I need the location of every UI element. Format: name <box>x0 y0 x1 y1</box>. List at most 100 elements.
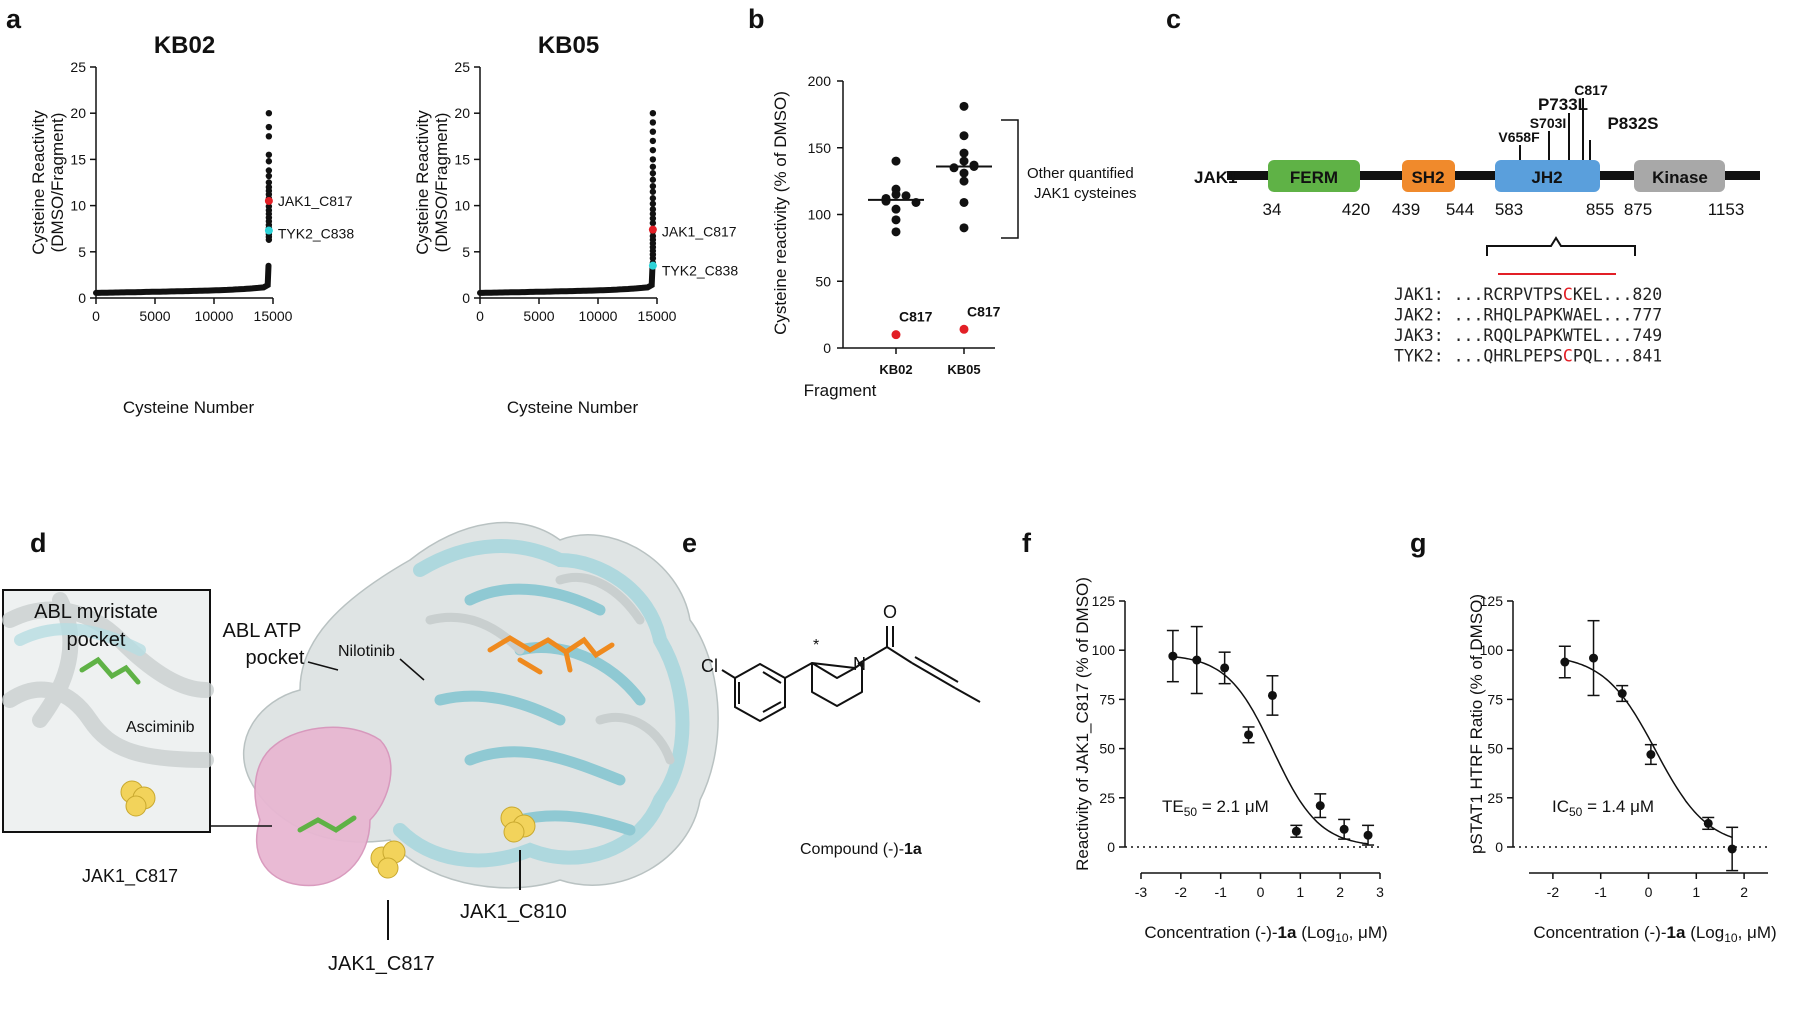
x-tick-label: 15000 <box>254 308 293 324</box>
cysteine-point <box>649 255 657 262</box>
domain-jh2-label: JH2 <box>1531 168 1562 187</box>
x-tick-label: 0 <box>1257 884 1265 900</box>
x-axis-label-part: Concentration (-)- <box>1144 923 1277 942</box>
compound-caption: Compound (-)-1a <box>800 841 922 858</box>
alignment-cysteine: C <box>1563 285 1573 304</box>
data-point <box>1267 690 1277 700</box>
y-tick-label: 25 <box>1099 790 1115 806</box>
cysteine-point <box>649 119 657 126</box>
label-asciminib: Asciminib <box>126 719 195 736</box>
c817-label: C817 <box>899 309 933 325</box>
mutation-c817: C817 <box>1574 82 1608 98</box>
domain-kinase <box>1634 160 1725 192</box>
label-abl-myristate-pocket: pocket <box>67 629 126 651</box>
y-tick-label: 75 <box>1487 691 1503 707</box>
x-axis-label-part: (Log <box>1685 923 1724 942</box>
position-1153: 1153 <box>1708 200 1745 219</box>
y-tick-label: 0 <box>823 340 831 356</box>
fragment-point <box>881 196 891 206</box>
alignment-row: JAK3: ...RQQLPAPKWTEL...749 <box>1394 326 1662 345</box>
cysteine-point <box>649 128 657 135</box>
label-abl-myristate: ABL myristate <box>34 601 158 623</box>
x-axis-label: Cysteine Number <box>507 398 639 417</box>
y-tick-label: 100 <box>1092 642 1116 658</box>
cysteine-point <box>265 167 273 174</box>
mutation-s703i: S703I <box>1530 115 1567 131</box>
alignment-name: JAK2: <box>1394 306 1454 325</box>
data-point <box>1617 688 1627 698</box>
fit-annotation: IC50 = 1.4 μM <box>1552 797 1654 819</box>
stereo-marker: * <box>813 637 819 654</box>
cysteine-point <box>649 176 657 183</box>
position-875: 875 <box>1624 200 1652 219</box>
cysteine-point <box>649 110 657 117</box>
y-tick-label: 25 <box>70 59 86 75</box>
panel-b-xlabel: Fragment <box>804 381 877 400</box>
domain-jh2 <box>1495 160 1600 192</box>
x-tick-label: 2 <box>1740 884 1748 900</box>
cysteine-point <box>649 210 657 218</box>
highlight-label: TYK2_C838 <box>662 263 738 279</box>
fragment-point <box>901 191 911 201</box>
annotation-sub: 50 <box>1569 805 1583 819</box>
panel-letter-c: c <box>1166 4 1181 34</box>
fragment-point <box>959 197 969 207</box>
alignment-seq: ...RQQLPAPKWTEL...749 <box>1454 326 1663 345</box>
annotation-pre: TE <box>1162 797 1184 816</box>
cysteine-point <box>649 163 657 170</box>
y-tick-label: 0 <box>1495 839 1503 855</box>
fragment-point <box>891 189 901 199</box>
y-tick-label: 50 <box>1487 741 1503 757</box>
compound-caption-pre: Compound (-)- <box>800 841 904 858</box>
data-point <box>1589 653 1599 663</box>
x-tick-label: 0 <box>476 308 484 324</box>
plot-title: KB02 <box>154 32 215 59</box>
position-439: 439 <box>1392 200 1420 219</box>
x-axis-label-part: , μM) <box>1349 923 1388 942</box>
x-axis-label-part: 10 <box>1335 931 1349 945</box>
alignment-brace <box>1486 236 1636 256</box>
x-tick-label: KB05 <box>947 362 980 377</box>
fragment-point <box>891 227 901 237</box>
position-34: 34 <box>1263 200 1282 219</box>
panel-c-domain-map: JAK1 FERM SH2 JH2 Kinase 34 420 439 544 … <box>1194 82 1760 275</box>
panel-a-kb02-plot: KB02 0 5 10 15 20 25 0 5000 10000 15000 Cysteine Nu… <box>29 32 354 417</box>
x-tick-label: 1 <box>1296 884 1304 900</box>
panel-letter-b: b <box>748 4 765 34</box>
fit-curve <box>1172 655 1369 845</box>
highlight-point <box>648 225 657 234</box>
cysteine-baseline-points <box>93 262 272 296</box>
cysteine-point <box>649 200 657 207</box>
alignment-row: JAK1: ...RCRPVTPSCKEL...820 <box>1394 285 1662 304</box>
y-tick-label: 25 <box>454 59 470 75</box>
highlight-label: JAK1_C817 <box>278 193 353 209</box>
cysteine-point <box>265 133 273 140</box>
domain-ferm-label: FERM <box>1290 168 1338 187</box>
y-tick-label: 100 <box>1480 642 1504 658</box>
alignment-row: TYK2: ...QHRLPEPSCPQL...841 <box>1394 347 1662 366</box>
compound-caption-bold: 1a <box>904 841 922 858</box>
x-axis-label-part: 1a <box>1278 923 1297 942</box>
alignment-seq: ...RHQLPAPKWAEL...777 <box>1454 306 1663 325</box>
x-tick-label: 3 <box>1376 884 1384 900</box>
annotation-post: = 1.4 μM <box>1582 797 1654 816</box>
alignment-seq: ...QHRLPEPS <box>1454 347 1563 366</box>
atom-o: O <box>883 602 897 622</box>
position-420: 420 <box>1342 200 1370 219</box>
annotation-pre: IC <box>1552 797 1569 816</box>
y-tick-label: 50 <box>1099 741 1115 757</box>
y-tick-label: 50 <box>815 273 831 289</box>
highlight-point <box>264 226 273 235</box>
y-tick-label: 100 <box>808 207 832 223</box>
jak1-backbone <box>1227 171 1760 180</box>
alignment-seq-end: PQL...841 <box>1573 347 1662 366</box>
y-tick-label: 0 <box>78 290 86 306</box>
label-jak1-c817: JAK1_C817 <box>328 953 435 975</box>
mutation-p832s: P832S <box>1607 114 1658 133</box>
y-axis-label-line2: (DMSO/Fragment) <box>432 113 451 253</box>
x-axis-label-part: Concentration (-)- <box>1533 923 1666 942</box>
x-tick-label: -1 <box>1214 884 1227 900</box>
highlight-label: TYK2_C838 <box>278 226 354 242</box>
x-tick-label: -2 <box>1175 884 1188 900</box>
